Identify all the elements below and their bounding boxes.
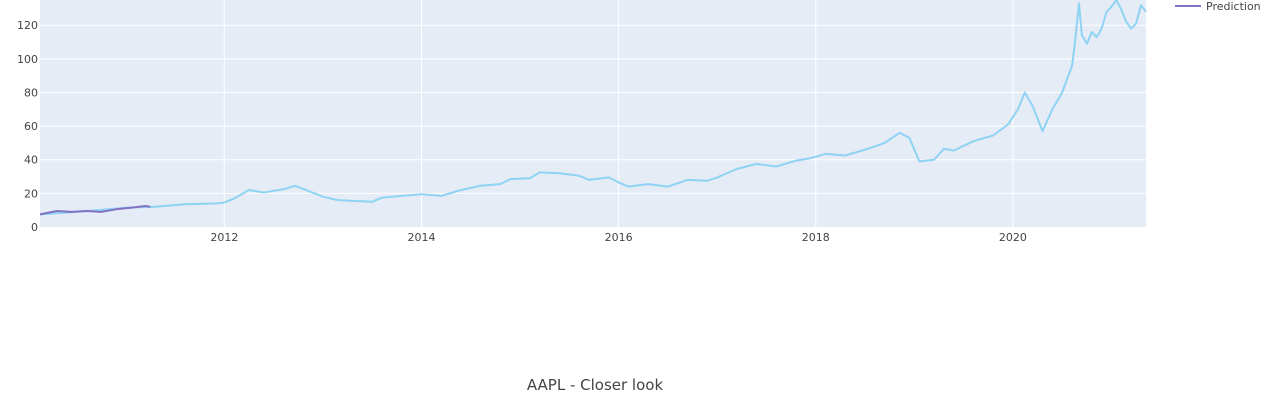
legend-label-prediction: Prediction: [1206, 0, 1261, 13]
y-tick-label: 0: [31, 221, 38, 234]
y-tick-label: 80: [24, 86, 38, 99]
y-tick-label: 100: [17, 53, 38, 66]
x-tick-label: 2016: [605, 231, 633, 244]
x-tick-label: 2020: [999, 231, 1027, 244]
grid: [40, 0, 1146, 227]
y-tick-label: 120: [17, 19, 38, 32]
series-line-actual: [39, 0, 1147, 216]
series-line-prediction: [39, 205, 151, 216]
legend[interactable]: Prediction: [1175, 0, 1261, 13]
y-tick-label: 20: [24, 187, 38, 200]
series-layer: [39, 0, 1147, 216]
axis-labels: 0 20 40 60 80 100 120 2012 2014 2016 2018 2020: [17, 19, 1027, 244]
chart-caption: AAPL - Closer look: [526, 376, 664, 394]
x-tick-label: 2018: [802, 231, 830, 244]
y-tick-label: 40: [24, 154, 38, 167]
x-tick-label: 2012: [210, 231, 238, 244]
x-tick-label: 2014: [407, 231, 435, 244]
y-tick-label: 60: [24, 120, 38, 133]
